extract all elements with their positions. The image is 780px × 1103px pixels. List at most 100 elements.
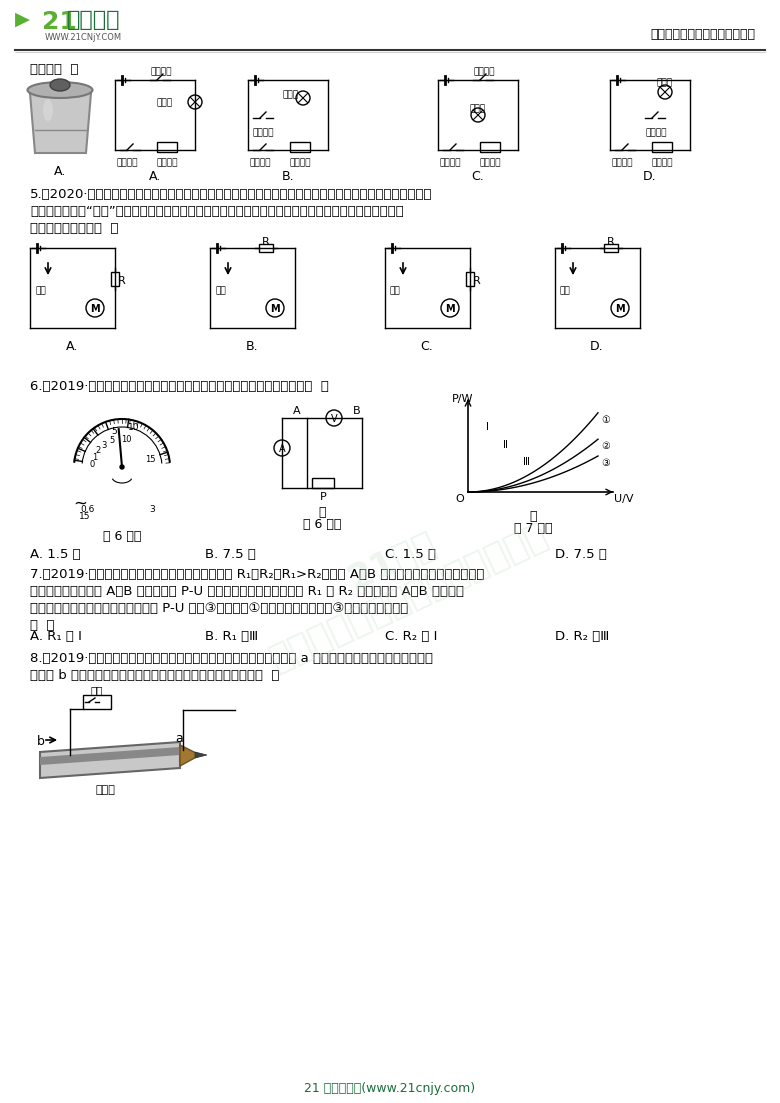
Circle shape	[296, 92, 310, 105]
Text: U/V: U/V	[614, 494, 633, 504]
Text: M: M	[615, 304, 625, 314]
Text: A: A	[293, 406, 301, 416]
Text: 开关: 开关	[90, 685, 103, 695]
Text: 甲: 甲	[318, 506, 326, 520]
Text: 鲁笔芯: 鲁笔芯	[95, 785, 115, 795]
Text: D.: D.	[644, 170, 657, 183]
Text: 指示灯: 指示灯	[657, 78, 673, 87]
Text: 3: 3	[149, 505, 155, 514]
Text: 6.（2019·温州）用伏安法测电阔时，某电表的示数如图所示。其示数为（  ）: 6.（2019·温州）用伏安法测电阔时，某电表的示数如图所示。其示数为（ ）	[30, 381, 329, 393]
Text: 5.（2020·嘉兴）为了减少碳排放，国家大力推行电动汽车。电动汽车的速度由流经电动机的电流大小控制，: 5.（2020·嘉兴）为了减少碳排放，国家大力推行电动汽车。电动汽车的速度由流经…	[30, 188, 432, 201]
Text: 第 7 题图: 第 7 题图	[514, 522, 552, 535]
Polygon shape	[195, 752, 207, 758]
Text: 10: 10	[128, 422, 140, 432]
Text: D. 7.5 伏: D. 7.5 伏	[555, 548, 607, 561]
Bar	[259, 244, 273, 251]
Text: 动力装置: 动力装置	[289, 158, 310, 167]
Ellipse shape	[43, 99, 53, 121]
Circle shape	[326, 410, 342, 426]
Text: D.: D.	[590, 340, 604, 353]
Text: 8.（2019·嘉兴）如图是小明按设计连接的鲁笔芯变阔器电路，将导线 a 固定在鲁笔芯一端，闭合开关后，: 8.（2019·嘉兴）如图是小明按设计连接的鲁笔芯变阔器电路，将导线 a 固定在…	[30, 652, 433, 665]
Text: 表和电压表示数画出 A、B 之间电阔的 P-U 图像，如图乙所示。如果把 R₁ 和 R₂ 并联后接入 A、B 之间进行: 表和电压表示数画出 A、B 之间电阔的 P-U 图像，如图乙所示。如果把 R₁ …	[30, 585, 464, 598]
Text: 15: 15	[145, 456, 156, 464]
Text: P/W: P/W	[452, 394, 473, 404]
Text: 指示灯: 指示灯	[470, 104, 486, 113]
Text: 第 6 题图: 第 6 题图	[103, 531, 141, 543]
Text: ②: ②	[601, 441, 610, 451]
Text: 5: 5	[111, 427, 117, 436]
Text: D. R₂ 和Ⅲ: D. R₂ 和Ⅲ	[555, 630, 609, 643]
Text: 动力装置: 动力装置	[651, 158, 672, 167]
Text: 21教育
中小学教育资源及组卷应用平台: 21教育 中小学教育资源及组卷应用平台	[247, 483, 553, 677]
Circle shape	[658, 85, 672, 99]
Polygon shape	[180, 745, 200, 765]
Text: 启动开关: 启动开关	[151, 67, 172, 76]
Text: A.: A.	[54, 165, 66, 178]
Text: A.: A.	[149, 170, 161, 183]
Text: R: R	[473, 276, 480, 286]
Ellipse shape	[27, 82, 93, 98]
Ellipse shape	[50, 79, 70, 92]
Text: ▶: ▶	[15, 10, 30, 29]
Text: A. R₁ 和 Ⅰ: A. R₁ 和 Ⅰ	[30, 630, 82, 643]
Circle shape	[471, 108, 485, 122]
Text: 感应开关: 感应开关	[116, 158, 138, 167]
Text: 感应开关: 感应开关	[612, 158, 633, 167]
Circle shape	[120, 465, 124, 469]
Circle shape	[611, 299, 629, 317]
Text: M: M	[445, 304, 455, 314]
Text: ③: ③	[601, 458, 610, 468]
Bar	[83, 695, 111, 709]
Circle shape	[274, 440, 290, 456]
Text: B.: B.	[246, 340, 258, 353]
Text: B.: B.	[282, 170, 294, 183]
Text: b: b	[37, 735, 45, 748]
Bar	[290, 142, 310, 152]
Text: A. 1.5 安: A. 1.5 安	[30, 548, 80, 561]
Text: 启动开关: 启动开关	[473, 67, 495, 76]
Text: Ⅰ: Ⅰ	[486, 422, 489, 432]
Text: 蹏板: 蹏板	[215, 286, 225, 295]
Bar	[312, 478, 334, 488]
Text: 乙: 乙	[530, 510, 537, 523]
Text: M: M	[270, 304, 280, 314]
Text: 中小学教育资源及组卷应用平台: 中小学教育资源及组卷应用平台	[650, 28, 755, 41]
Text: C.: C.	[472, 170, 484, 183]
Text: 5: 5	[109, 437, 115, 446]
Text: 蹏板: 蹏板	[35, 286, 46, 295]
Text: 0: 0	[90, 460, 95, 469]
Text: B. R₁ 和Ⅲ: B. R₁ 和Ⅲ	[205, 630, 258, 643]
Text: 0.6: 0.6	[81, 505, 95, 514]
Text: 实验，同理，可以在图乙中画出它的 P-U 图像③。则图像①所对应的电阔和图像③所在的区域分别是: 实验，同理，可以在图乙中画出它的 P-U 图像③。则图像①所对应的电阔和图像③所…	[30, 602, 408, 615]
Polygon shape	[40, 747, 180, 765]
Text: 启动开关: 启动开关	[252, 128, 274, 137]
Text: 感应开关: 感应开关	[439, 158, 461, 167]
Bar	[157, 142, 177, 152]
Text: Ⅲ: Ⅲ	[523, 457, 530, 467]
Text: 当驾驶员向下踩“油门”蹏板时，改变接入电路的变阔器阻値，车速变大。下列是该电动汽车的模拟电路，: 当驾驶员向下踩“油门”蹏板时，改变接入电路的变阔器阻値，车速变大。下列是该电动汽…	[30, 205, 404, 218]
Text: A: A	[278, 445, 285, 454]
Text: （  ）: （ ）	[30, 619, 55, 632]
Text: 动力装置: 动力装置	[479, 158, 501, 167]
Text: ~: ~	[73, 495, 87, 513]
Text: 15: 15	[80, 512, 90, 521]
Text: 第 6 题图: 第 6 题图	[303, 518, 341, 531]
Text: ①: ①	[601, 415, 610, 425]
Bar	[480, 142, 500, 152]
Circle shape	[441, 299, 459, 317]
Text: Ⅱ: Ⅱ	[503, 440, 508, 450]
Text: B: B	[353, 406, 361, 416]
Text: 1: 1	[92, 452, 97, 462]
Bar	[111, 272, 119, 286]
Text: M: M	[90, 304, 100, 314]
Text: P: P	[320, 492, 326, 502]
Text: a: a	[175, 732, 183, 745]
Text: R: R	[118, 276, 126, 286]
Text: 世纪教育: 世纪教育	[67, 10, 120, 30]
Text: 7.（2019·宁波）如图甲所示电路，分别把定値电阔 R₁、R₂（R₁>R₂）接入 A、B 之间后进行实验，并根据电流: 7.（2019·宁波）如图甲所示电路，分别把定値电阔 R₁、R₂（R₁>R₂）接…	[30, 568, 484, 581]
Text: C. R₂ 和 Ⅰ: C. R₂ 和 Ⅰ	[385, 630, 438, 643]
Bar	[652, 142, 672, 152]
Text: 启动开关: 启动开关	[645, 128, 667, 137]
Text: R: R	[262, 237, 270, 247]
Text: R: R	[607, 237, 615, 247]
